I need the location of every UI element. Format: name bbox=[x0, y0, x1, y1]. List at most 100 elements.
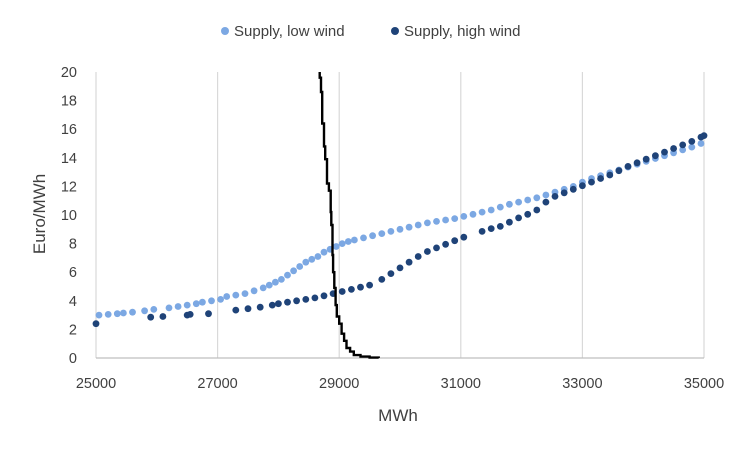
low-wind-point bbox=[332, 243, 340, 250]
high-wind-point bbox=[433, 244, 440, 252]
high-wind-point bbox=[186, 311, 194, 318]
high-wind-point bbox=[533, 206, 541, 214]
high-wind-point bbox=[348, 286, 355, 293]
high-wind-point bbox=[159, 313, 167, 320]
high-wind-point bbox=[588, 178, 595, 186]
high-wind-point bbox=[579, 182, 586, 190]
low-wind-point bbox=[150, 306, 158, 313]
high-wind-point bbox=[92, 320, 100, 328]
legend-marker-high-wind bbox=[391, 27, 399, 35]
low-wind-point bbox=[296, 263, 304, 270]
low-wind-point bbox=[688, 143, 696, 151]
gridlines bbox=[95, 72, 705, 358]
low-wind-point bbox=[433, 218, 440, 225]
high-wind-point bbox=[624, 163, 632, 170]
y-axis-title: Euro/MWh bbox=[30, 174, 49, 254]
x-tick-label: 27000 bbox=[197, 376, 237, 392]
low-wind-point bbox=[424, 219, 431, 227]
high-wind-point bbox=[284, 298, 291, 306]
high-wind-point bbox=[633, 159, 641, 167]
y-tick-label: 6 bbox=[69, 265, 77, 281]
low-wind-point bbox=[414, 221, 422, 229]
high-wind-point bbox=[414, 253, 422, 260]
high-wind-point bbox=[405, 258, 413, 266]
y-tick-label: 8 bbox=[69, 237, 77, 253]
low-wind-point bbox=[308, 255, 316, 263]
low-wind-point bbox=[369, 232, 376, 240]
y-tick-label: 10 bbox=[61, 208, 77, 224]
high-wind-point bbox=[424, 248, 431, 255]
low-wind-point bbox=[533, 194, 541, 202]
low-wind-point bbox=[199, 298, 206, 306]
y-tick-label: 18 bbox=[61, 94, 77, 110]
y-tick-label: 16 bbox=[61, 122, 77, 138]
low-wind-point bbox=[396, 225, 404, 233]
legend: Supply, low wind Supply, high wind bbox=[221, 23, 520, 40]
low-wind-point bbox=[208, 297, 215, 305]
high-wind-point bbox=[700, 132, 708, 140]
low-wind-point bbox=[129, 308, 136, 316]
low-wind-point bbox=[478, 208, 486, 216]
high-wind-point bbox=[524, 210, 532, 218]
low-wind-point bbox=[679, 146, 687, 154]
low-wind-point bbox=[442, 216, 449, 224]
low-wind-point bbox=[487, 206, 495, 214]
tick-labels: 0 2 4 6 8 10 12 14 16 18 20 25000 27000 29000 31000 330… bbox=[61, 65, 724, 392]
low-wind-point bbox=[241, 290, 249, 297]
high-wind-point bbox=[396, 264, 404, 272]
high-wind-point bbox=[268, 301, 276, 309]
high-wind-point bbox=[387, 270, 395, 277]
y-tick-label: 14 bbox=[61, 151, 77, 167]
low-wind-point bbox=[259, 284, 267, 292]
high-wind-point bbox=[293, 297, 300, 305]
low-wind-point bbox=[405, 223, 413, 231]
low-wind-point bbox=[351, 236, 358, 244]
low-wind-point bbox=[290, 267, 297, 275]
high-wind-point bbox=[244, 305, 252, 313]
high-wind-point bbox=[615, 167, 623, 175]
x-tick-label: 25000 bbox=[76, 376, 116, 392]
low-wind-point bbox=[387, 228, 395, 235]
x-tick-label: 29000 bbox=[319, 376, 359, 392]
high-wind-point bbox=[256, 303, 264, 311]
x-axis-title: MWh bbox=[378, 406, 418, 425]
x-tick-label: 35000 bbox=[684, 376, 724, 392]
low-wind-point bbox=[320, 248, 328, 256]
low-wind-point bbox=[120, 309, 127, 317]
series-high-wind bbox=[92, 132, 708, 328]
high-wind-point bbox=[542, 198, 550, 206]
high-wind-point bbox=[378, 276, 386, 283]
low-wind-point bbox=[469, 210, 477, 218]
low-wind-point bbox=[344, 238, 352, 245]
x-tick-label: 33000 bbox=[562, 376, 602, 392]
low-wind-point bbox=[223, 293, 231, 300]
low-wind-point bbox=[496, 203, 504, 211]
high-wind-point bbox=[338, 288, 346, 295]
low-wind-point bbox=[451, 215, 459, 223]
high-wind-point bbox=[205, 310, 212, 318]
high-wind-point bbox=[606, 171, 614, 179]
demand-curve-line bbox=[318, 72, 380, 359]
x-tick-label: 31000 bbox=[441, 376, 481, 392]
high-wind-point bbox=[366, 281, 373, 289]
high-wind-point bbox=[506, 218, 513, 226]
high-wind-point bbox=[460, 233, 468, 241]
high-wind-point bbox=[496, 223, 504, 230]
low-wind-point bbox=[314, 253, 322, 260]
high-wind-point bbox=[515, 214, 522, 222]
low-wind-point bbox=[338, 240, 346, 248]
legend-marker-low-wind bbox=[221, 27, 229, 35]
low-wind-point bbox=[250, 287, 258, 295]
y-tick-label: 12 bbox=[61, 179, 77, 195]
low-wind-point bbox=[272, 278, 279, 286]
high-wind-point bbox=[661, 148, 668, 156]
low-wind-point bbox=[515, 198, 522, 206]
low-wind-point bbox=[95, 311, 103, 319]
low-wind-point bbox=[232, 291, 240, 299]
high-wind-point bbox=[357, 283, 364, 291]
low-wind-point bbox=[284, 271, 291, 279]
high-wind-point bbox=[569, 185, 577, 193]
high-wind-point bbox=[311, 294, 319, 302]
series-low-wind bbox=[95, 140, 705, 319]
